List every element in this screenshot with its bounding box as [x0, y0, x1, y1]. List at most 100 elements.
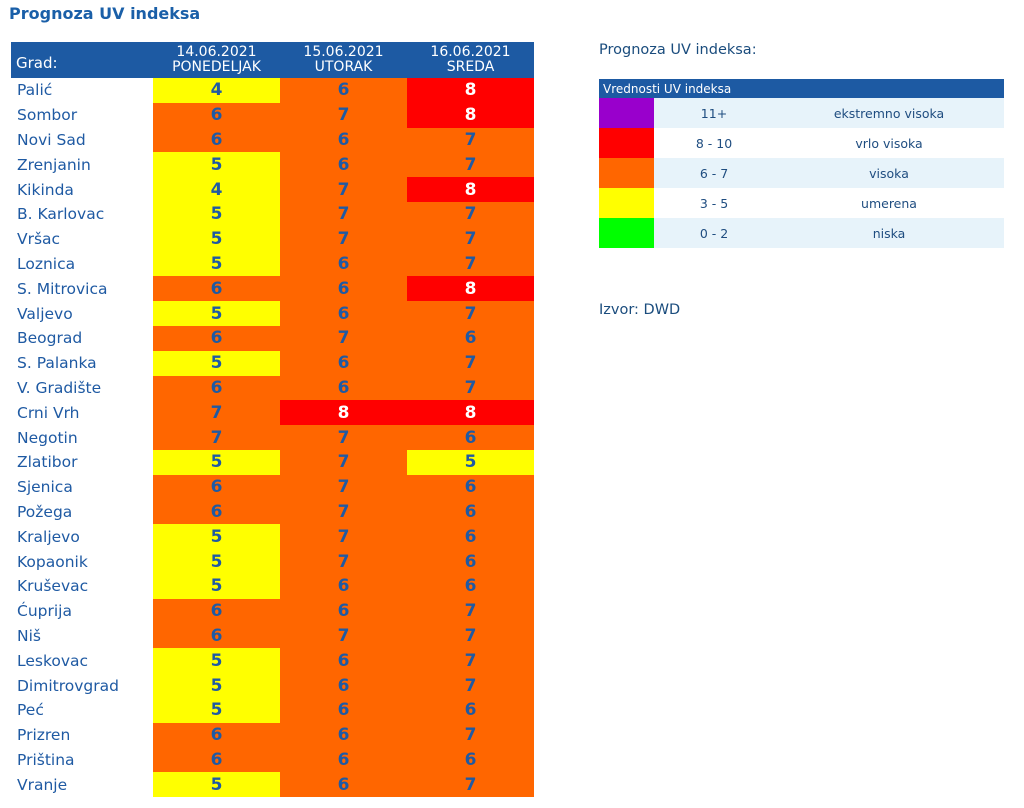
legend-row: 3 - 5 umerena: [599, 188, 1004, 218]
uv-value-cell: 7: [280, 549, 407, 574]
day-date: 14.06.2021: [176, 44, 257, 60]
day-name: PONEDELJAK: [172, 59, 261, 75]
uv-value-cell: 7: [407, 648, 534, 674]
uv-value-cell: 6: [153, 722, 280, 748]
legend-label: umerena: [774, 188, 1004, 218]
uv-value-cell: 6: [280, 301, 407, 326]
legend-color-swatch: [599, 98, 654, 128]
uv-value-cell: 7: [280, 449, 407, 475]
city-name: Kikinda: [17, 180, 74, 199]
uv-value-cell: 6: [280, 375, 407, 401]
city-name: Vranje: [17, 775, 68, 794]
uv-value-cell: 7: [407, 226, 534, 252]
day-name: SREDA: [446, 59, 495, 75]
uv-value-cell: 5: [153, 573, 280, 599]
uv-value-cell: 6: [280, 573, 407, 599]
uv-value-cell: 8: [407, 78, 534, 103]
table-row: Zrenjanin 5 6 7: [11, 152, 534, 178]
uv-value-cell: 6: [153, 325, 280, 351]
uv-value-cell: 8: [407, 400, 534, 426]
table-row: Zlatibor 5 7 5: [11, 449, 534, 475]
city-name: Sombor: [17, 106, 78, 125]
uv-value-cell: 5: [153, 152, 280, 178]
day-date: 16.06.2021: [430, 44, 511, 60]
city-name: Priština: [17, 750, 75, 769]
legend-range: 3 - 5: [654, 188, 774, 218]
table-row: Crni Vrh 7 8 8: [11, 400, 534, 426]
uv-value-cell: 5: [153, 524, 280, 550]
day-column-header: 16.06.2021 SREDA: [407, 42, 534, 78]
uv-value-cell: 7: [153, 400, 280, 426]
uv-value-cell: 6: [280, 152, 407, 178]
uv-value-cell: 5: [153, 772, 280, 798]
uv-value-cell: 6: [407, 325, 534, 351]
uv-value-cell: 6: [153, 127, 280, 153]
uv-value-cell: 6: [407, 524, 534, 550]
city-name: Loznica: [17, 254, 76, 273]
table-row: Vršac 5 7 7: [11, 226, 534, 252]
table-row: Dimitrovgrad 5 6 7: [11, 673, 534, 698]
table-row: Kruševac 5 6 6: [11, 573, 534, 599]
uv-value-cell: 6: [280, 78, 407, 103]
city-name: Kopaonik: [17, 552, 88, 571]
uv-value-cell: 6: [407, 747, 534, 773]
city-name: Sjenica: [17, 478, 73, 497]
uv-value-cell: 6: [407, 573, 534, 599]
day-date: 15.06.2021: [303, 44, 384, 60]
uv-value-cell: 6: [153, 375, 280, 401]
uv-value-cell: 7: [280, 177, 407, 202]
legend-label: niska: [774, 218, 1004, 248]
uv-value-cell: 5: [153, 251, 280, 277]
uv-value-cell: 4: [153, 78, 280, 103]
legend-row: 0 - 2 niska: [599, 218, 1004, 248]
table-row: Sombor 6 7 8: [11, 102, 534, 128]
table-row: Požega 6 7 6: [11, 499, 534, 525]
legend-heading: Prognoza UV indeksa:: [599, 42, 757, 58]
table-row: Kikinda 4 7 8: [11, 177, 534, 202]
table-row: S. Mitrovica 6 6 8: [11, 276, 534, 302]
uv-legend-table: Vrednosti UV indeksa 11+ ekstremno visoka…: [599, 79, 1004, 248]
table-row: Prizren 6 6 7: [11, 722, 534, 748]
day-column-header: 14.06.2021 PONEDELJAK: [153, 42, 280, 78]
city-name: Kruševac: [17, 577, 89, 596]
uv-value-cell: 5: [153, 449, 280, 475]
uv-value-cell: 7: [407, 251, 534, 277]
legend-label: ekstremno visoka: [774, 98, 1004, 128]
uv-value-cell: 6: [280, 127, 407, 153]
legend-range: 0 - 2: [654, 218, 774, 248]
uv-value-cell: 7: [280, 474, 407, 500]
uv-value-cell: 4: [153, 177, 280, 202]
uv-value-cell: 6: [407, 474, 534, 500]
uv-value-cell: 7: [407, 772, 534, 798]
table-row: Peć 5 6 6: [11, 697, 534, 723]
uv-value-cell: 6: [153, 499, 280, 525]
uv-value-cell: 6: [153, 102, 280, 128]
table-row: Priština 6 6 6: [11, 747, 534, 773]
day-column-header: 15.06.2021 UTORAK: [280, 42, 407, 78]
table-row: Sjenica 6 7 6: [11, 474, 534, 500]
legend-body: 11+ ekstremno visoka 8 - 10 vrlo visoka 6 - …: [599, 98, 1004, 248]
uv-value-cell: 8: [280, 400, 407, 426]
city-name: Zlatibor: [17, 453, 78, 472]
city-name: Ćuprija: [17, 602, 72, 621]
uv-value-cell: 6: [280, 697, 407, 723]
city-name: Vršac: [17, 230, 61, 249]
legend-color-swatch: [599, 188, 654, 218]
uv-value-cell: 7: [280, 226, 407, 252]
uv-value-cell: 6: [153, 623, 280, 649]
uv-value-cell: 6: [280, 673, 407, 698]
uv-value-cell: 7: [407, 623, 534, 649]
legend-range: 8 - 10: [654, 128, 774, 158]
uv-value-cell: 7: [407, 152, 534, 178]
uv-value-cell: 7: [280, 425, 407, 450]
city-name: Niš: [17, 626, 41, 645]
table-row: Novi Sad 6 6 7: [11, 127, 534, 153]
city-name: Prizren: [17, 726, 71, 745]
legend-range: 6 - 7: [654, 158, 774, 188]
table-row: Palić 4 6 8: [11, 78, 534, 103]
legend-range: 11+: [654, 98, 774, 128]
table-row: S. Palanka 5 6 7: [11, 350, 534, 376]
table-row: V. Gradište 6 6 7: [11, 375, 534, 401]
uv-value-cell: 5: [153, 226, 280, 252]
legend-color-swatch: [599, 158, 654, 188]
